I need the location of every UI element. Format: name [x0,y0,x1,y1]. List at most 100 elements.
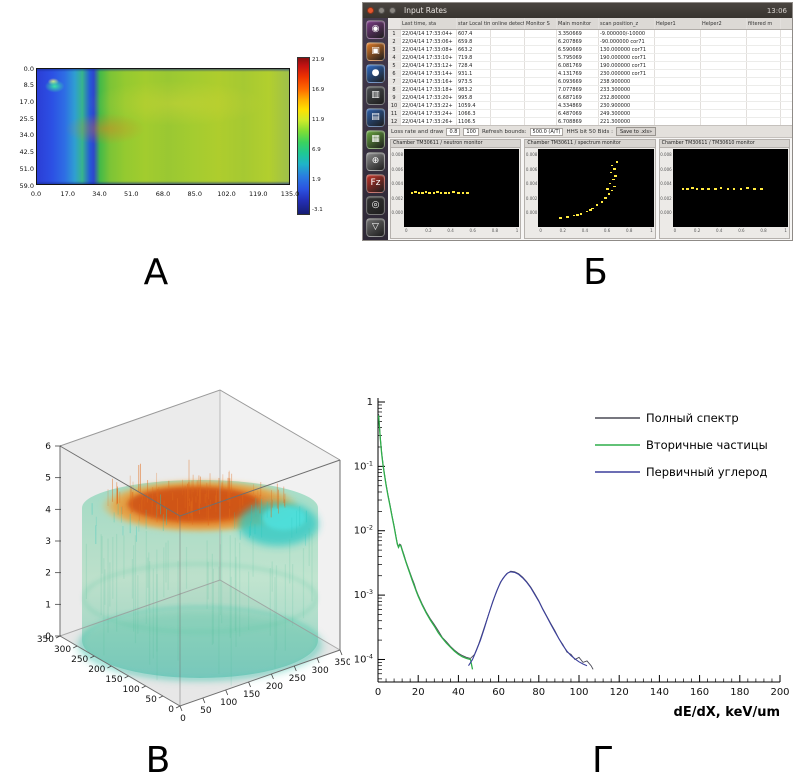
volume-axes: 0123456350300250200150100500050100150200… [37,442,352,724]
table-cell: 659.8 [457,38,491,45]
screenshot-tool-icon[interactable]: ◎ [366,196,385,215]
firefox-icon[interactable]: ● [366,64,385,83]
z-axis-tick-label: 1 [45,600,51,610]
table-cell [747,46,781,53]
y-tick-label: 10-4 [354,652,373,665]
table-row[interactable]: 8 22/04/14 17:33:18+ 983.2 7.077869 233.3000… [388,86,792,94]
table-cell [491,30,525,37]
table-cell [525,78,557,85]
table-cell [747,30,781,37]
heatmap-y-tick-label: 42.5 [19,148,34,157]
monitor-panel: Chamber TM30611 / TM30610 monitor 0.008 0.… [658,139,790,239]
icon-glyph: ◉ [371,24,380,34]
table-row[interactable]: 5 22/04/14 17:33:12+ 728.4 6.081769 190.0000… [388,62,792,70]
refresh-bounds-input[interactable]: 500.0 (A/T) [529,127,564,136]
window-title: Input Rates [404,6,447,15]
close-button[interactable] [367,7,374,14]
volume-cyan-patch-bright [262,506,306,530]
table-cell [747,38,781,45]
fz-analyzer-icon[interactable]: Fz [366,174,385,193]
table-cell: 6.207869 [557,38,599,45]
clock-indicator[interactable]: 13:06 [766,6,787,15]
monitor-panel: Chamber TM30611 / neutron monitor 0.008 0.… [390,139,522,239]
data-point [608,182,612,185]
minimize-button[interactable] [378,7,385,14]
trash-icon[interactable]: ▽ [366,218,385,237]
table-cell [525,118,557,125]
data-point [609,171,613,174]
y-tick-label: 1 [367,397,373,408]
table-cell: 2 [388,38,401,45]
table-row[interactable]: 4 22/04/14 17:33:10+ 719.8 5.795069 190.0000… [388,54,792,62]
libreoffice-calc-icon[interactable]: ▦ [366,130,385,149]
depth-axis-tick-label: 0 [168,705,174,715]
table-cell [491,110,525,117]
window-titlebar: Input Rates 13:06 [363,3,792,18]
monitor-x-tick-label: 0.4 [447,228,454,233]
maximize-button[interactable] [389,7,396,14]
table-header-cell: star Local time, ms [457,18,491,29]
draw-count-input[interactable]: 100 [463,127,479,136]
table-cell: 190.000000 cor71 [599,62,655,69]
monitor-y-axis: 0.008 0.006 0.004 0.002 0.000 [660,149,673,227]
heatmap-x-tick-label: 85.0 [187,190,202,198]
table-row[interactable]: 7 22/04/14 17:33:16+ 973.5 6.093669 238.9000… [388,78,792,86]
x-axis-tick [271,673,274,680]
x-axis-tick [202,697,206,704]
table-cell [747,78,781,85]
panel-label-a: А [143,252,169,293]
monitor-title: Chamber TM30611 / TM30610 monitor [658,139,790,148]
table-cell: 995.8 [457,94,491,101]
icon-glyph: Fz [370,178,381,188]
table-row[interactable]: 6 22/04/14 17:33:14+ 931.1 4.131769 230.0000… [388,70,792,78]
settings-icon[interactable]: ⊕ [366,152,385,171]
table-header-cell: Last time, sta [401,18,457,29]
table-cell [525,54,557,61]
system-monitor-icon[interactable]: ▥ [366,86,385,105]
table-cell: 22/04/14 17:33:26+ [401,118,457,125]
table-header-cell: Helper2 [701,18,747,29]
data-point [559,216,562,219]
table-cell [701,110,747,117]
panel-v-3d-volume: 0 1 2 3 4 5 6 350 300 250 200 150 100 50 0 0 50 100 150 200… [18,388,352,738]
files-icon[interactable]: ▣ [366,42,385,61]
table-cell [747,110,781,117]
data-point [615,161,619,164]
x-axis-label: dE/dX, keV/um [674,705,780,720]
libreoffice-writer-icon[interactable]: ▤ [366,108,385,127]
monitor-y-tick-label: 0.002 [391,195,403,201]
table-cell: 130.000000 cor71 [599,46,655,53]
table-cell: 4.131769 [557,70,599,77]
dash-home-icon[interactable]: ◉ [366,20,385,39]
table-row[interactable]: 1 22/04/14 17:33:04+ 607.4 3.350669 -9.00000… [388,30,792,38]
table-header-cell [388,18,401,29]
data-point [681,188,685,190]
data-point [410,191,414,194]
legend-label: Первичный углерод [646,465,767,479]
x-axis-tick [225,689,229,696]
table-cell [655,110,701,117]
table-cell [701,94,747,101]
table-row[interactable]: 9 22/04/14 17:33:20+ 995.8 6.687169 232.8000… [388,94,792,102]
data-point [701,188,704,190]
chart-axes: 0 20 40 60 80 100 120 140 160 180 200 1 10-1 10-2 10-3… [354,397,790,720]
panel-label-b: Б [583,252,608,293]
table-cell: 22/04/14 17:33:04+ [401,30,457,37]
colorbar-tick-label: 1.9 [312,177,321,183]
table-row[interactable]: 10 22/04/14 17:33:22+ 1059.4 4.334869 230.90… [388,102,792,110]
table-row[interactable]: 12 22/04/14 17:33:26+ 1106.5 6.708869 221.30… [388,118,792,125]
export-xls-button[interactable]: Save to .xls» [615,127,657,136]
table-cell: 7.077869 [557,86,599,93]
table-row[interactable]: 3 22/04/14 17:33:08+ 663.2 6.590669 130.0000… [388,46,792,54]
heatmap-y-tick-label: 0.0 [23,64,34,73]
series-Первичный углерод [468,571,588,667]
x-axis-tick-label: 350 [334,658,350,668]
table-row[interactable]: 11 22/04/14 17:33:24+ 1066.3 6.487069 249.30… [388,110,792,118]
loss-rate-input[interactable]: 0.8 [446,127,461,136]
monitor-body: 0.008 0.006 0.004 0.002 0.000 0 0.2 0.4 0.6 0.8 1 [524,148,656,239]
y-tick-label: 10-1 [354,459,373,472]
table-row[interactable]: 2 22/04/14 17:33:06+ 659.8 6.207869 -90.0000… [388,38,792,46]
table-cell: 607.4 [457,30,491,37]
table-cell: 22/04/14 17:33:06+ [401,38,457,45]
z-axis-tick-label: 0 [45,632,51,642]
